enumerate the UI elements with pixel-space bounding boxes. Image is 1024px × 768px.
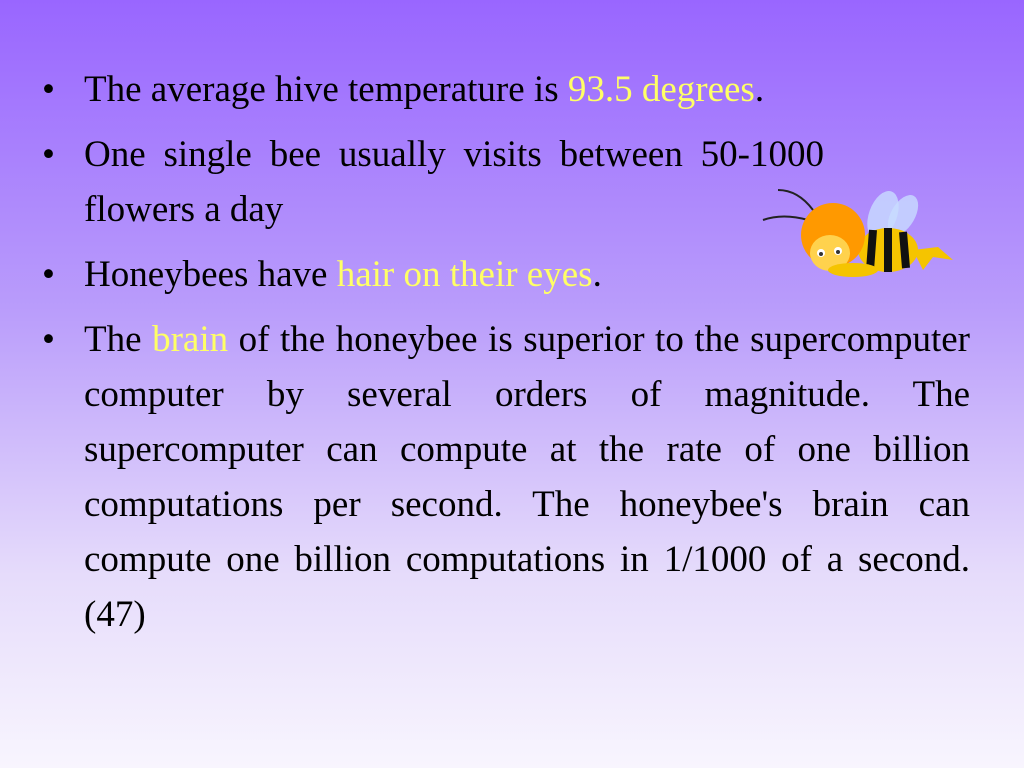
highlight-text: brain — [152, 319, 229, 360]
text: of the honeybee is superior to the super… — [84, 319, 970, 635]
bullet-flower-visits: One single bee usually visits between 50… — [42, 127, 970, 237]
highlight-text: 93.5 degrees — [567, 69, 755, 110]
bullet-hive-temperature: The average hive temperature is 93.5 deg… — [42, 62, 970, 117]
bullet-brain: The brain of the honeybee is superior to… — [42, 312, 970, 642]
text: . — [592, 254, 602, 295]
highlight-text: hair on their eyes — [336, 254, 593, 295]
cartoon-bee-icon — [762, 189, 953, 277]
text: Honeybees have — [84, 254, 337, 295]
bullet-list: The average hive temperature is 93.5 deg… — [0, 62, 1024, 652]
bullet-hair-eyes: Honeybees have hair on their eyes. — [42, 247, 970, 302]
text: One single bee usually visits between 50… — [84, 134, 824, 230]
text: The average hive temperature is — [84, 69, 568, 110]
text: The — [84, 319, 153, 360]
text: . — [754, 69, 765, 110]
